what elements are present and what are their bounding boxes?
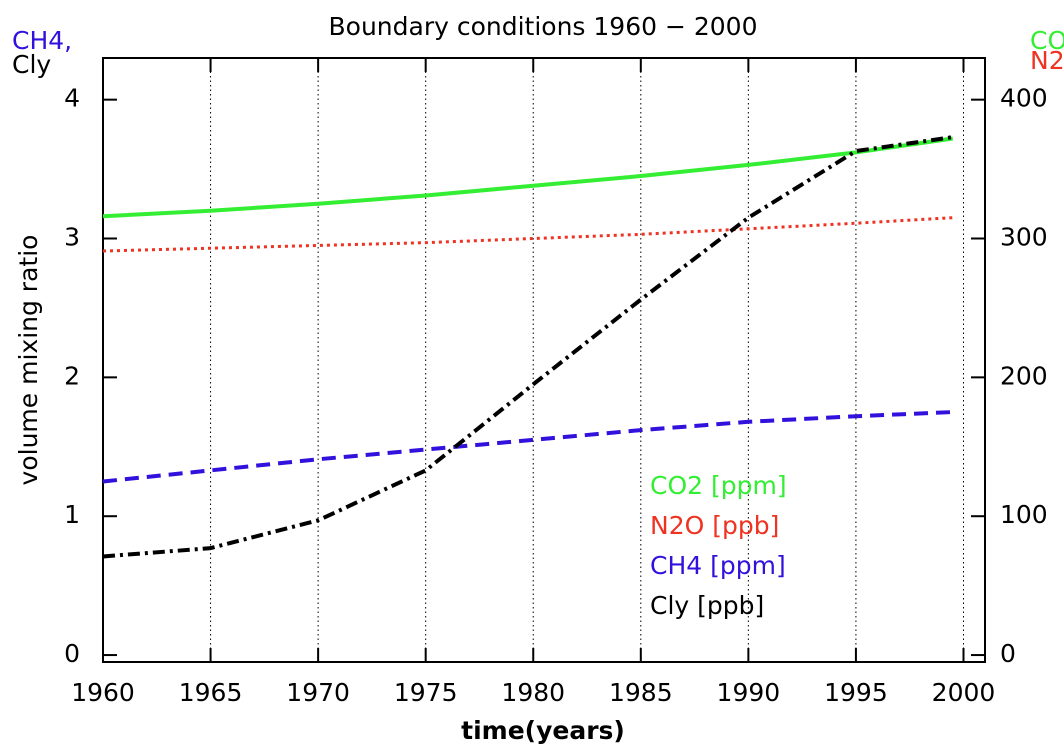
series-line xyxy=(102,216,953,253)
y2-tick-label: 0 xyxy=(1000,639,1016,668)
x-axis-label: time(years) xyxy=(461,716,625,745)
x-tick-label: 1980 xyxy=(501,678,565,707)
x-tick-label: 2000 xyxy=(932,678,996,707)
chart-title: Boundary conditions 1960 − 2000 xyxy=(329,12,758,41)
x-tick-label: 1985 xyxy=(609,678,673,707)
x-tick-label: 1965 xyxy=(179,678,243,707)
y2-tick-label: 300 xyxy=(1000,223,1048,252)
x-tick-label: 1975 xyxy=(394,678,458,707)
legend-label: CO2 [ppm] xyxy=(650,471,787,500)
series-line xyxy=(102,410,953,484)
x-tick-label: 1960 xyxy=(71,678,135,707)
y-tick-label: 1 xyxy=(64,500,80,529)
y-tick-label: 4 xyxy=(64,84,80,113)
y2-side-label: N2O xyxy=(1030,46,1064,75)
y-tick-label: 2 xyxy=(64,361,80,390)
plot-frame xyxy=(102,57,986,663)
y-axis-label: volume mixing ratio xyxy=(14,235,43,486)
y-side-label: Cly xyxy=(12,50,51,79)
y2-tick-label: 200 xyxy=(1000,361,1048,390)
series-line xyxy=(102,135,954,559)
y-tick-label: 3 xyxy=(64,223,80,252)
y2-tick-label: 400 xyxy=(1000,84,1048,113)
legend-label: CH4 [ppm] xyxy=(650,551,786,580)
y2-tick-label: 100 xyxy=(1000,500,1048,529)
x-tick-label: 1995 xyxy=(824,678,888,707)
y2-side-label: CO2, xyxy=(1030,26,1064,55)
x-tick-label: 1990 xyxy=(717,678,781,707)
series-line xyxy=(102,136,954,219)
y-side-label: CH4, xyxy=(12,26,72,55)
legend-label: Cly [ppb] xyxy=(650,591,764,620)
x-tick-label: 1970 xyxy=(286,678,350,707)
y-tick-label: 0 xyxy=(64,639,80,668)
legend-label: N2O [ppb] xyxy=(650,511,779,540)
